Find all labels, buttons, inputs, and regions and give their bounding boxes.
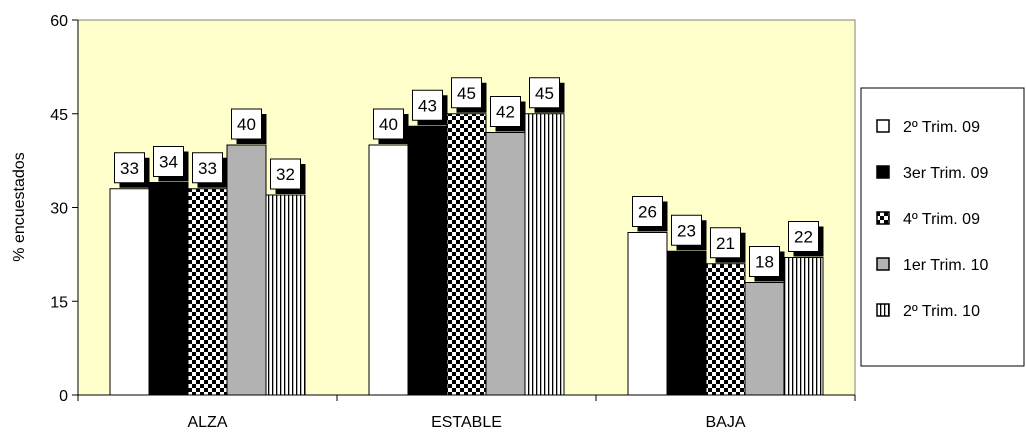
data-label-box [451, 77, 482, 109]
data-label-box [788, 221, 819, 252]
legend-label: 4º Trim. 09 [903, 211, 980, 228]
y-tick-label: 60 [50, 13, 68, 30]
data-label: 26 [638, 203, 657, 222]
legend-swatch [876, 119, 890, 133]
data-label-box [114, 152, 145, 184]
y-tick-label: 15 [50, 294, 68, 311]
data-label: 21 [716, 234, 735, 253]
data-label: 33 [120, 159, 139, 178]
data-label: 40 [237, 115, 256, 134]
y-tick-label: 45 [50, 107, 68, 124]
legend-label: 3er Trim. 09 [903, 165, 988, 182]
x-tick-label: ESTABLE [431, 414, 502, 431]
data-labels: 33 40 26 34 43 23 33 45 21 40 42 18 32 45 22 [114, 77, 824, 282]
bar [148, 182, 189, 396]
data-label: 45 [457, 84, 476, 103]
legend-label: 1er Trim. 10 [903, 257, 988, 274]
legend-label: 2º Trim. 10 [903, 303, 980, 320]
data-label-box [153, 146, 184, 177]
bar [187, 188, 228, 396]
bar [666, 250, 707, 396]
legend-label: 2º Trim. 09 [903, 119, 980, 136]
data-label-box [671, 214, 702, 246]
data-label-box [231, 108, 262, 140]
bar [265, 194, 306, 396]
bar [407, 125, 448, 396]
data-label-box [270, 158, 301, 190]
bar [705, 263, 746, 396]
data-label: 32 [276, 165, 295, 184]
bar [485, 132, 526, 396]
data-label-box [529, 77, 560, 109]
y-tick-label: 0 [59, 388, 68, 405]
data-label: 22 [794, 228, 813, 247]
data-label: 45 [535, 84, 554, 103]
data-label-box [490, 96, 521, 127]
data-label-box [710, 227, 741, 259]
bar [627, 232, 668, 396]
data-label: 34 [159, 153, 178, 172]
data-label: 42 [496, 103, 515, 122]
x-tick-label: ALZA [187, 414, 227, 431]
bar [783, 257, 824, 396]
data-label: 40 [379, 115, 398, 134]
data-label: 18 [755, 253, 774, 272]
y-axis-label: % encuestados [11, 152, 28, 261]
legend-swatch [876, 303, 890, 317]
legend-box [860, 87, 1025, 367]
bar [446, 113, 487, 396]
legend: 2º Trim. 09 3er Trim. 09 4º Trim. 09 1er Tr… [860, 87, 1025, 367]
legend-swatch [876, 165, 890, 179]
data-label: 33 [198, 159, 217, 178]
bar [368, 144, 409, 396]
data-label: 23 [677, 221, 696, 240]
data-label-box [749, 246, 780, 277]
bar [226, 144, 267, 396]
legend-swatch [876, 257, 890, 271]
data-label-box [192, 152, 223, 184]
data-label-box [412, 89, 443, 121]
bar [109, 188, 150, 396]
data-label-box [373, 108, 404, 140]
bar [744, 282, 785, 396]
x-tick-label: BAJA [705, 414, 745, 431]
legend-swatch [876, 211, 890, 225]
data-label: 43 [418, 96, 437, 115]
data-label-box [632, 196, 663, 227]
y-tick-label: 30 [50, 201, 68, 218]
bars [109, 113, 824, 396]
bar [524, 113, 565, 396]
